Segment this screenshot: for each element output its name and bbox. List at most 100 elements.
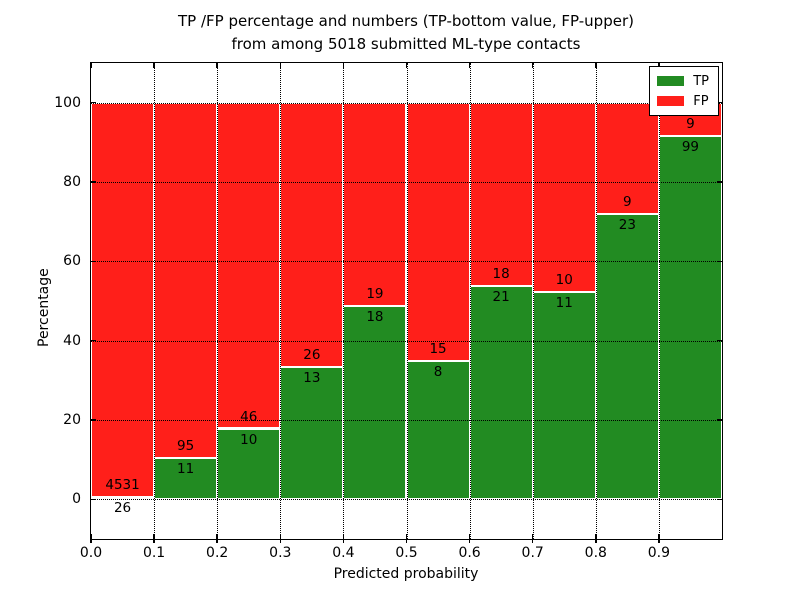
bar-segment-tp-8 xyxy=(595,214,659,500)
y-tick-left-0 xyxy=(91,498,96,501)
v-gridline-0.9 xyxy=(658,63,660,539)
tp-count-label-7: 11 xyxy=(555,294,573,311)
x-tick-label-0.3: 0.3 xyxy=(269,545,292,561)
v-gridline-0.7 xyxy=(532,63,534,539)
x-tick-label-0.2: 0.2 xyxy=(206,545,229,561)
x-tick-top-1 xyxy=(153,63,155,68)
v-gridline-0.8 xyxy=(595,63,597,539)
bar-segment-fp-7 xyxy=(532,102,596,292)
bar-segment-fp-8 xyxy=(595,102,659,215)
y-tick-right-5 xyxy=(717,101,722,104)
x-tick-top-5 xyxy=(405,63,408,68)
x-tick-top-3 xyxy=(279,63,282,68)
bar-segment-fp-0 xyxy=(91,102,155,498)
y-tick-label-40: 40 xyxy=(63,332,81,349)
legend-label-tp: TP xyxy=(693,73,709,89)
y-tick-left-1 xyxy=(91,419,96,421)
y-tick-label-100: 100 xyxy=(54,94,81,111)
fp-count-label-4: 19 xyxy=(366,286,384,303)
bar-segment-tp-7 xyxy=(532,291,596,500)
legend-item-fp: FP xyxy=(657,91,709,111)
tp-count-label-5: 8 xyxy=(433,364,443,381)
bar-segment-tp-1 xyxy=(154,458,218,500)
tp-count-label-9: 99 xyxy=(681,138,700,155)
fp-count-label-5: 15 xyxy=(429,341,447,358)
v-gridline-0.3 xyxy=(280,63,282,539)
tp-count-label-1: 11 xyxy=(177,461,195,478)
y-tick-right-0 xyxy=(717,498,722,501)
x-axis-label: Predicted probability xyxy=(333,566,479,582)
bar-segment-tp-9 xyxy=(658,135,722,500)
v-gridline-0.5 xyxy=(406,63,408,539)
bar-segment-tp-5 xyxy=(406,361,470,500)
y-tick-left-5 xyxy=(91,101,96,104)
x-tick-top-9 xyxy=(658,63,660,68)
fp-count-label-7: 10 xyxy=(555,271,573,288)
legend-item-tp: TP xyxy=(657,71,709,91)
x-tick-label-0.6: 0.6 xyxy=(458,545,481,561)
bar-segment-fp-5 xyxy=(406,102,470,362)
legend-swatch-tp xyxy=(657,76,685,86)
y-tick-left-3 xyxy=(91,260,96,263)
v-gridline-0.6 xyxy=(469,63,471,539)
x-tick-bottom-out-9 xyxy=(658,539,660,543)
chart-title-line1: TP /FP percentage and numbers (TP-bottom… xyxy=(178,12,634,30)
x-tick-bottom-out-1 xyxy=(153,539,155,543)
x-tick-label-0.9: 0.9 xyxy=(647,545,671,561)
tp-count-label-6: 21 xyxy=(492,288,510,305)
x-tick-bottom-in-3 xyxy=(279,534,282,539)
y-tick-right-3 xyxy=(717,260,722,263)
v-gridline-0.1 xyxy=(154,63,156,539)
v-gridline-0.4 xyxy=(343,63,345,539)
fp-count-label-2: 46 xyxy=(240,408,258,425)
x-tick-top-4 xyxy=(342,63,345,68)
bar-segment-fp-2 xyxy=(217,102,281,429)
y-tick-label-60: 60 xyxy=(63,253,81,270)
tp-count-label-8: 23 xyxy=(618,217,636,234)
x-tick-bottom-in-4 xyxy=(342,534,345,539)
y-tick-left-2 xyxy=(91,339,96,342)
v-gridline-0.2 xyxy=(217,63,219,539)
x-tick-bottom-out-3 xyxy=(279,539,282,543)
x-tick-bottom-in-1 xyxy=(153,534,155,539)
y-tick-right-4 xyxy=(717,181,722,183)
tp-count-label-4: 18 xyxy=(366,309,384,326)
x-tick-bottom-in-6 xyxy=(468,534,471,539)
x-tick-bottom-in-9 xyxy=(658,534,660,539)
tp-count-label-3: 13 xyxy=(303,370,321,387)
x-tick-label-0.1: 0.1 xyxy=(142,545,166,561)
legend: TP FP xyxy=(649,66,719,116)
x-tick-label-0.0: 0.0 xyxy=(79,545,103,561)
fp-count-label-0: 4531 xyxy=(105,477,140,494)
y-tick-label-80: 80 xyxy=(63,174,81,190)
x-tick-bottom-out-4 xyxy=(342,539,345,543)
bar-segment-tp-0 xyxy=(91,497,155,500)
x-tick-bottom-in-2 xyxy=(216,534,218,539)
x-tick-top-0 xyxy=(90,63,92,68)
x-tick-top-2 xyxy=(216,63,218,68)
tp-count-label-2: 10 xyxy=(240,431,258,448)
bar-segment-tp-4 xyxy=(343,306,407,500)
x-tick-label-0.8: 0.8 xyxy=(584,545,607,561)
bar-segment-fp-6 xyxy=(469,102,533,286)
x-tick-bottom-out-0 xyxy=(90,539,92,543)
bar-segment-fp-3 xyxy=(280,102,344,368)
x-tick-bottom-in-5 xyxy=(405,534,408,539)
x-tick-label-0.5: 0.5 xyxy=(395,545,418,561)
bar-segment-fp-4 xyxy=(343,102,407,307)
fp-count-label-9: 9 xyxy=(686,115,695,132)
bar-segment-tp-6 xyxy=(469,285,533,500)
chart-title: TP /FP percentage and numbers (TP-bottom… xyxy=(90,10,722,56)
x-tick-bottom-in-0 xyxy=(90,534,92,539)
bar-segment-fp-1 xyxy=(154,102,218,459)
fp-count-label-6: 18 xyxy=(492,265,510,282)
x-tick-top-6 xyxy=(468,63,471,68)
x-tick-top-8 xyxy=(595,63,597,68)
x-tick-bottom-out-6 xyxy=(468,539,471,543)
y-tick-left-4 xyxy=(91,181,96,183)
fp-count-label-3: 26 xyxy=(303,347,321,364)
y-tick-label-0: 0 xyxy=(72,491,81,508)
x-tick-bottom-in-7 xyxy=(531,534,534,539)
x-tick-label-0.7: 0.7 xyxy=(521,545,544,561)
